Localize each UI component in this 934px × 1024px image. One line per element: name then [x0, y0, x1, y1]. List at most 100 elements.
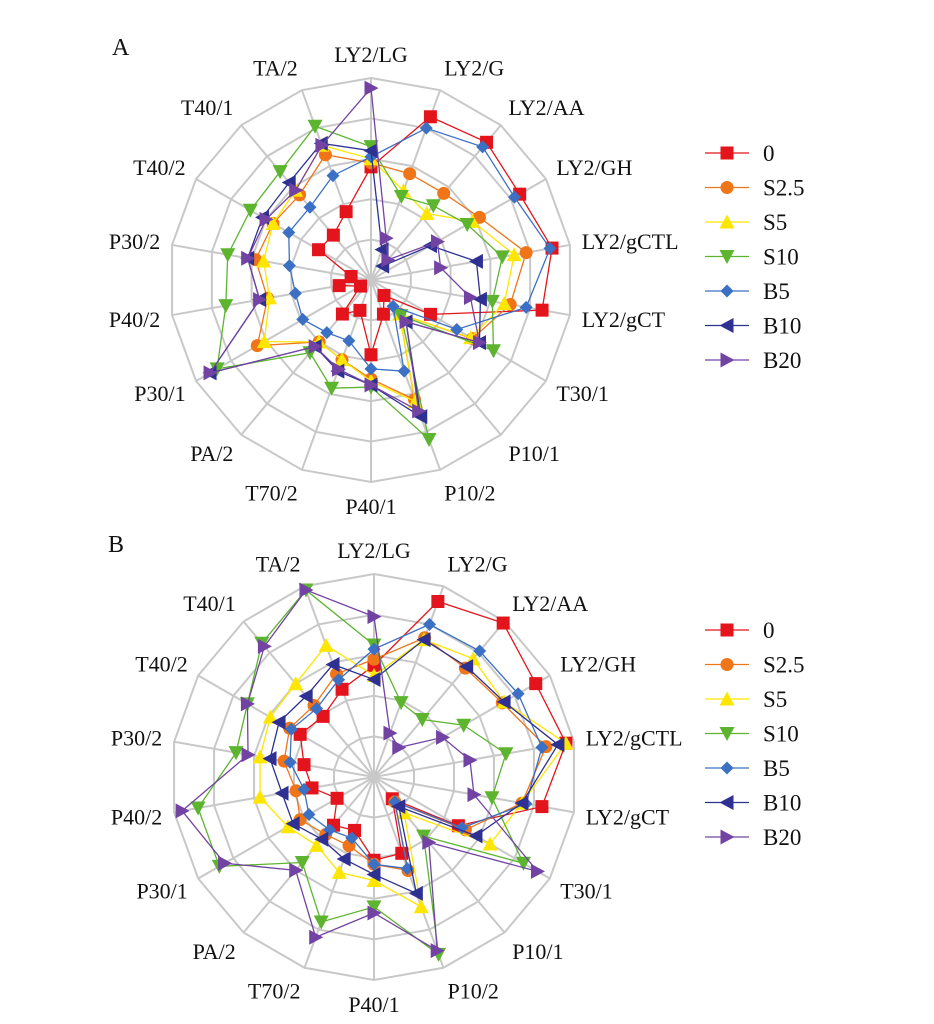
axis-spoke — [240, 124, 372, 281]
square-marker-icon — [720, 146, 734, 160]
data-point — [252, 789, 268, 804]
data-point — [496, 296, 512, 311]
legend-label: S10 — [763, 245, 799, 270]
data-point — [468, 828, 483, 844]
data-point — [363, 143, 378, 159]
data-point — [367, 857, 381, 871]
axis-spoke — [373, 585, 445, 778]
data-point — [519, 246, 533, 260]
data-point — [303, 200, 317, 214]
data-point — [393, 189, 409, 204]
axis-label: T40/2 — [133, 155, 186, 180]
data-point — [376, 307, 390, 321]
axis-label: T70/2 — [245, 480, 298, 505]
triangle-left-marker-icon — [719, 318, 734, 333]
data-point — [241, 250, 256, 266]
data-point — [315, 137, 330, 153]
axis-spoke — [171, 243, 372, 281]
data-point — [484, 791, 500, 806]
data-point — [335, 307, 349, 321]
data-point — [498, 747, 514, 762]
data-point — [482, 836, 498, 851]
legend-item: 0 — [705, 141, 775, 166]
data-point — [379, 230, 394, 246]
data-point — [326, 169, 340, 183]
data-point — [302, 808, 316, 822]
data-point — [473, 644, 487, 658]
data-point — [437, 186, 451, 200]
data-point — [299, 582, 314, 598]
data-point — [314, 831, 329, 847]
axis-label: P40/2 — [109, 307, 160, 332]
series-S10 — [190, 583, 531, 962]
axis-label: P30/1 — [136, 879, 187, 904]
axis-label: LY2/GH — [556, 155, 632, 180]
data-point — [399, 314, 414, 330]
axis-label: P30/2 — [109, 229, 160, 254]
circle-marker-icon — [720, 181, 734, 194]
axis-spoke — [173, 776, 375, 814]
triangle-down-marker-icon — [719, 727, 735, 741]
data-point — [422, 834, 437, 850]
data-point — [336, 851, 351, 867]
axis-label: P40/2 — [111, 804, 162, 829]
data-point — [284, 722, 298, 736]
data-point — [413, 409, 428, 425]
data-point — [392, 739, 407, 755]
data-point — [330, 791, 344, 805]
circle-marker-icon — [720, 658, 734, 671]
data-point — [416, 632, 431, 648]
axis-label: T30/1 — [556, 381, 609, 406]
data-point — [459, 659, 474, 675]
data-point — [550, 737, 565, 753]
legend-label: S5 — [763, 687, 787, 712]
panel-label: B — [108, 532, 124, 558]
data-point — [530, 863, 545, 879]
data-point — [403, 167, 417, 181]
data-point — [364, 348, 378, 362]
legend-label: B10 — [763, 314, 801, 339]
data-point — [514, 795, 529, 811]
data-point — [265, 215, 281, 230]
legend-label: B10 — [763, 791, 801, 816]
axis-label: LY2/gCTL — [582, 229, 679, 254]
data-point — [364, 80, 379, 96]
data-point — [320, 326, 334, 340]
axis-label: PA/2 — [190, 441, 233, 466]
triangle-up-marker-icon — [719, 691, 735, 706]
legend-item: S5 — [705, 687, 787, 712]
data-point — [496, 616, 510, 630]
data-point — [364, 362, 378, 376]
data-point — [262, 709, 278, 724]
data-point — [367, 609, 382, 625]
data-point — [309, 837, 325, 852]
data-point — [241, 747, 256, 763]
data-point — [463, 290, 478, 306]
data-point — [307, 119, 323, 134]
data-point — [209, 362, 225, 377]
data-point — [423, 617, 437, 631]
data-point — [331, 864, 347, 879]
data-point — [366, 866, 381, 882]
data-point — [535, 303, 549, 317]
legend-label: S5 — [763, 210, 787, 235]
series-B5 — [282, 121, 557, 378]
data-point — [535, 740, 549, 754]
data-point — [190, 801, 206, 816]
axis-spoke — [195, 279, 372, 382]
data-point — [419, 121, 433, 135]
series-B10 — [262, 632, 565, 901]
data-point — [296, 312, 310, 326]
axis-spoke — [242, 776, 375, 934]
data-point — [298, 688, 313, 704]
triangle-right-marker-icon — [720, 352, 735, 368]
legend-label: 0 — [763, 141, 775, 166]
axis-label: PA/2 — [193, 939, 236, 964]
data-point — [421, 432, 437, 447]
data-point — [326, 228, 340, 242]
legend-item: S2.5 — [705, 176, 805, 201]
legend-label: S2.5 — [763, 653, 805, 678]
legend-label: S10 — [763, 722, 799, 747]
